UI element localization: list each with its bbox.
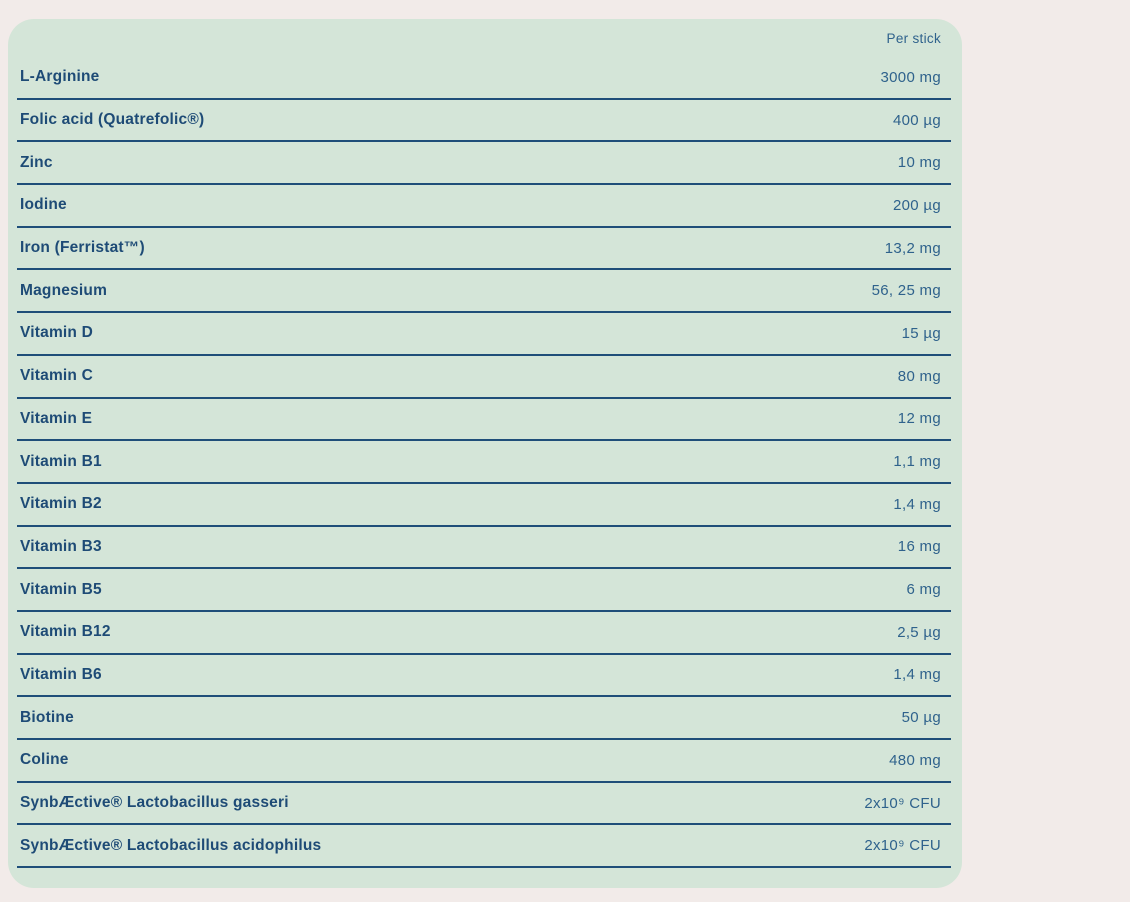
table-row: Folic acid (Quatrefolic®) 400 µg bbox=[17, 100, 951, 143]
table-row: Magnesium 56, 25 mg bbox=[17, 270, 951, 314]
nutrient-value: 10 mg bbox=[897, 154, 941, 172]
table-row: Vitamin D 15 µg bbox=[17, 313, 951, 356]
nutrient-label: Magnesium bbox=[20, 281, 108, 299]
table-row: Vitamin E 12 mg bbox=[17, 399, 951, 442]
nutrient-label: Vitamin B3 bbox=[20, 537, 102, 555]
nutrient-value: 12 mg bbox=[897, 410, 941, 428]
nutrient-label: Vitamin B6 bbox=[20, 665, 102, 683]
table-row: Coline 480 mg bbox=[17, 740, 951, 783]
nutrient-label: Folic acid (Quatrefolic®) bbox=[20, 111, 205, 129]
nutrient-label: Zinc bbox=[20, 153, 53, 171]
nutrient-value: 200 µg bbox=[893, 196, 941, 214]
nutrient-label: Iodine bbox=[20, 196, 67, 214]
table-row: L-Arginine 3000 mg bbox=[17, 57, 951, 100]
table-row: Vitamin B5 6 mg bbox=[17, 569, 951, 612]
nutrient-label: Vitamin B5 bbox=[20, 580, 102, 598]
table-row: Iron (Ferristat™) 13,2 mg bbox=[17, 228, 951, 271]
nutrient-value: 1,4 mg bbox=[893, 666, 941, 684]
table-row: Vitamin B1 1,1 mg bbox=[17, 441, 951, 484]
nutrient-label: L-Arginine bbox=[20, 68, 100, 86]
nutrient-value: 6 mg bbox=[906, 581, 941, 599]
table-row: Vitamin B2 1,4 mg bbox=[17, 484, 951, 527]
nutrient-value: 16 mg bbox=[897, 538, 941, 556]
nutrient-label: SynbÆctive® Lactobacillus acidophilus bbox=[20, 836, 322, 854]
nutrient-value: 80 mg bbox=[897, 367, 941, 385]
nutrient-value: 2x10⁹ CFU bbox=[864, 794, 941, 812]
nutrient-value: 1,1 mg bbox=[893, 453, 941, 471]
nutrient-value: 400 µg bbox=[893, 111, 941, 129]
nutrient-label: Vitamin B1 bbox=[20, 452, 102, 470]
nutrient-value: 56, 25 mg bbox=[871, 282, 941, 300]
nutrient-value: 13,2 mg bbox=[884, 239, 941, 257]
nutrient-label: Vitamin B2 bbox=[20, 495, 102, 513]
table-row: Vitamin B6 1,4 mg bbox=[17, 655, 951, 698]
table-row: SynbÆctive® Lactobacillus gasseri 2x10⁹ … bbox=[17, 783, 951, 826]
nutrient-label: Biotine bbox=[20, 708, 74, 726]
nutrition-table: Per stick L-Arginine 3000 mg Folic acid … bbox=[17, 19, 951, 869]
nutrient-value: 2x10⁹ CFU bbox=[864, 837, 941, 855]
nutrient-label: Vitamin D bbox=[20, 324, 94, 342]
nutrient-value: 480 mg bbox=[889, 751, 941, 769]
nutrient-value: 15 µg bbox=[901, 324, 941, 342]
table-row: Biotine 50 µg bbox=[17, 697, 951, 740]
nutrient-value: 2,5 µg bbox=[897, 623, 941, 641]
nutrient-label: Vitamin C bbox=[20, 367, 94, 385]
nutrition-table-rows: L-Arginine 3000 mg Folic acid (Quatrefol… bbox=[17, 57, 951, 869]
nutrient-label: Coline bbox=[20, 751, 69, 769]
table-row: Vitamin C 80 mg bbox=[17, 356, 951, 399]
table-row: Vitamin B12 2,5 µg bbox=[17, 612, 951, 655]
table-row: SynbÆctive® Lactobacillus acidophilus 2x… bbox=[17, 825, 951, 869]
nutrient-label: SynbÆctive® Lactobacillus gasseri bbox=[20, 794, 289, 812]
nutrient-value: 50 µg bbox=[901, 709, 941, 727]
nutrient-label: Vitamin B12 bbox=[20, 623, 111, 641]
per-stick-column-header: Per stick bbox=[886, 30, 941, 46]
nutrition-card: Per stick L-Arginine 3000 mg Folic acid … bbox=[8, 19, 962, 888]
table-row: Iodine 200 µg bbox=[17, 185, 951, 228]
table-row: Vitamin B3 16 mg bbox=[17, 527, 951, 570]
nutrient-label: Vitamin E bbox=[20, 409, 93, 427]
nutrient-value: 3000 mg bbox=[880, 68, 941, 86]
table-row: Zinc 10 mg bbox=[17, 142, 951, 186]
nutrient-label: Iron (Ferristat™) bbox=[20, 239, 145, 257]
nutrient-value: 1,4 mg bbox=[893, 495, 941, 513]
